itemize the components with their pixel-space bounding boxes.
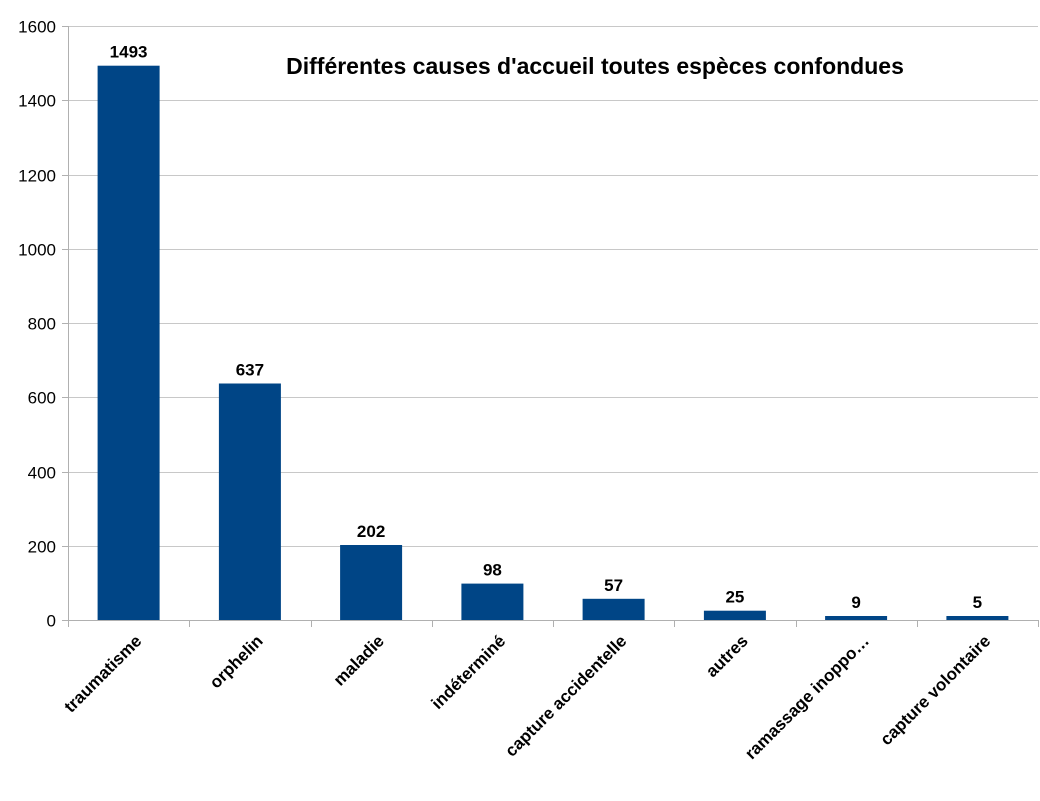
data-label: 202 — [357, 522, 385, 541]
y-tick-label: 200 — [28, 538, 56, 557]
x-tick-label: capture volontaire — [877, 631, 995, 749]
y-tick-label: 400 — [28, 464, 56, 483]
y-tick-label: 1000 — [18, 241, 56, 260]
bar-3 — [340, 545, 403, 620]
data-label: 1493 — [110, 43, 148, 62]
bar-7 — [825, 616, 888, 620]
y-tick-label: 0 — [47, 612, 56, 631]
chart-title: Différentes causes d'accueil toutes espè… — [286, 53, 904, 79]
data-label: 5 — [973, 593, 982, 612]
gridlines — [68, 26, 1038, 547]
bars — [97, 65, 1009, 620]
bar-5 — [582, 598, 645, 620]
y-tick-label: 600 — [28, 389, 56, 408]
data-label: 25 — [725, 588, 744, 607]
bar-4 — [461, 583, 524, 620]
bar-2 — [218, 383, 281, 620]
data-labels: 1493 637 202 98 57 25 9 5 — [110, 43, 982, 612]
bar-8 — [946, 616, 1009, 620]
y-tick-label: 800 — [28, 315, 56, 334]
data-label: 637 — [236, 361, 264, 380]
y-tick-label: 1400 — [18, 92, 56, 111]
x-tick-label: indéterminé — [428, 631, 510, 713]
x-axis-tick-labels: traumatisme orphelin maladie indéterminécap… — [60, 631, 994, 763]
x-tick-label: maladie — [330, 631, 388, 689]
bar-1 — [97, 65, 160, 620]
x-tick-label: orphelin — [206, 631, 267, 692]
x-tick-label: traumatisme — [60, 631, 145, 716]
data-label: 9 — [851, 593, 860, 612]
bar-6 — [703, 610, 766, 620]
data-label: 98 — [483, 561, 502, 580]
y-axis-tick-labels: 0 200 400 600 800 1000 1200 1400 1600 — [18, 18, 56, 631]
axes — [62, 26, 1039, 627]
x-tick-label: ramassage inoppo… — [741, 631, 873, 763]
y-tick-label: 1600 — [18, 18, 56, 37]
y-tick-label: 1200 — [18, 167, 56, 186]
x-tick-label: autres — [702, 631, 752, 681]
data-label: 57 — [604, 576, 623, 595]
x-tick-label: capture accidentelle — [501, 631, 630, 760]
